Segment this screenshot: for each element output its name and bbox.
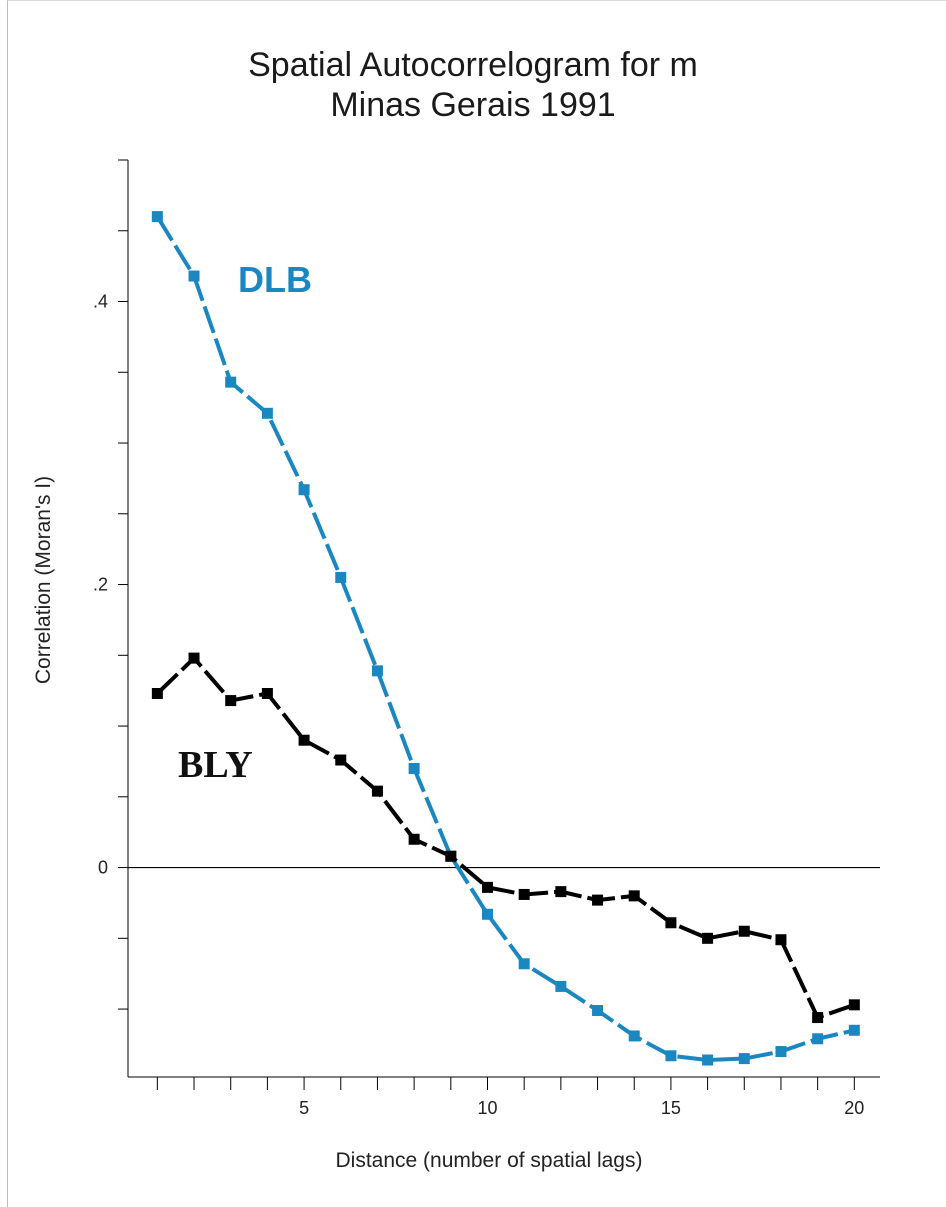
y-tick-label: .4 — [93, 292, 108, 312]
x-axis-label: Distance (number of spatial lags) — [336, 1149, 643, 1172]
data-point-bly — [481, 881, 493, 893]
data-point-bly — [371, 785, 383, 797]
data-point-dlb — [261, 407, 273, 419]
x-tick-label: 5 — [299, 1098, 309, 1118]
series-line-bly — [155, 656, 855, 1020]
data-point-bly — [408, 833, 420, 845]
data-point-bly — [518, 888, 530, 900]
data-point-dlb — [335, 571, 347, 583]
axes: 0 .2 .4 5 10 15 20 — [93, 159, 880, 1118]
plot-area: DLB BLY — [151, 211, 860, 1066]
data-point-dlb — [628, 1030, 640, 1042]
x-tick-label: 20 — [844, 1098, 864, 1118]
series-label-bly: BLY — [178, 744, 253, 786]
data-point-dlb — [592, 1004, 604, 1016]
data-point-dlb — [812, 1033, 824, 1045]
series-line-dlb — [155, 215, 855, 1063]
data-point-dlb — [518, 958, 530, 970]
data-point-dlb — [408, 763, 420, 775]
data-point-dlb — [775, 1046, 787, 1058]
chart-subtitle: Minas Gerais 1991 — [330, 86, 616, 124]
data-point-bly — [738, 925, 750, 937]
data-point-dlb — [738, 1053, 750, 1065]
y-tick-label: 0 — [98, 858, 108, 878]
y-tick-label: .2 — [93, 575, 108, 595]
data-point-dlb — [481, 908, 493, 920]
x-tick-label: 10 — [477, 1098, 497, 1118]
data-point-bly — [665, 917, 677, 929]
data-point-bly — [555, 886, 567, 898]
data-point-bly — [445, 850, 457, 862]
data-point-bly — [702, 932, 714, 944]
data-point-dlb — [371, 665, 383, 677]
data-point-bly — [335, 754, 347, 766]
data-point-dlb — [188, 270, 200, 282]
y-axis-label: Correlation (Moran's I) — [32, 476, 55, 684]
data-point-dlb — [555, 980, 567, 992]
figure-frame — [7, 0, 946, 1207]
data-point-dlb — [665, 1050, 677, 1062]
data-point-dlb — [225, 376, 237, 388]
data-point-bly — [848, 999, 860, 1011]
data-point-bly — [225, 695, 237, 707]
data-point-bly — [628, 890, 640, 902]
data-point-bly — [812, 1012, 824, 1024]
series-label-dlb: DLB — [238, 259, 312, 300]
data-point-bly — [151, 688, 163, 700]
data-point-dlb — [298, 484, 310, 496]
data-point-dlb — [151, 211, 163, 223]
data-point-bly — [592, 894, 604, 906]
chart-title: Spatial Autocorrelogram for m — [248, 46, 698, 84]
x-tick-label: 15 — [661, 1098, 681, 1118]
data-point-bly — [261, 688, 273, 700]
data-point-bly — [775, 934, 787, 946]
data-point-bly — [188, 652, 200, 664]
data-point-dlb — [702, 1054, 714, 1066]
data-point-dlb — [848, 1024, 860, 1036]
data-point-bly — [298, 734, 310, 746]
